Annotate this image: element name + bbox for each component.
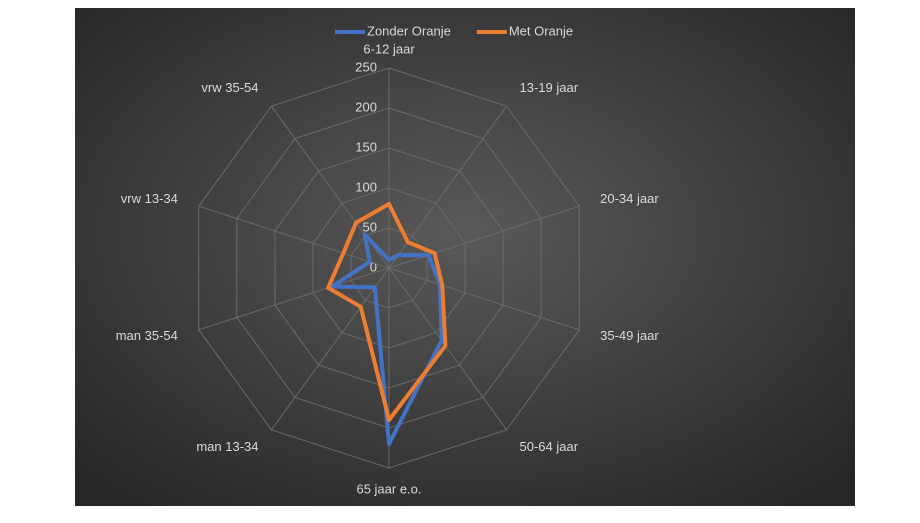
- axis-line: [388, 267, 580, 331]
- axis-line: [388, 205, 580, 269]
- r-tick-label: 250: [355, 59, 377, 74]
- category-label: man 35-54: [116, 328, 178, 343]
- category-label: 50-64 jaar: [519, 439, 578, 454]
- category-label: 20-34 jaar: [600, 191, 659, 206]
- series-line: [326, 202, 448, 422]
- legend: Zonder Oranje Met Oranje: [335, 23, 573, 38]
- legend-label: Zonder Oranje: [367, 23, 451, 38]
- series-line: [329, 232, 444, 446]
- category-label: 6-12 jaar: [363, 41, 415, 56]
- r-tick-label: 200: [355, 99, 377, 114]
- category-label: vrw 35-54: [201, 80, 258, 95]
- category-label: 35-49 jaar: [600, 328, 659, 343]
- r-tick-label: 50: [363, 219, 377, 234]
- category-label: 65 jaar e.o.: [356, 481, 421, 496]
- r-tick-label: 0: [370, 259, 377, 274]
- axis-line: [198, 205, 390, 269]
- legend-label: Met Oranje: [509, 23, 573, 38]
- axis-line: [198, 267, 390, 331]
- category-label: vrw 13-34: [121, 191, 178, 206]
- axis-line: [271, 267, 390, 431]
- category-label: 13-19 jaar: [519, 80, 578, 95]
- r-tick-label: 150: [355, 139, 377, 154]
- r-tick-label: 100: [355, 179, 377, 194]
- category-label: man 13-34: [196, 439, 258, 454]
- axis-line: [388, 267, 507, 431]
